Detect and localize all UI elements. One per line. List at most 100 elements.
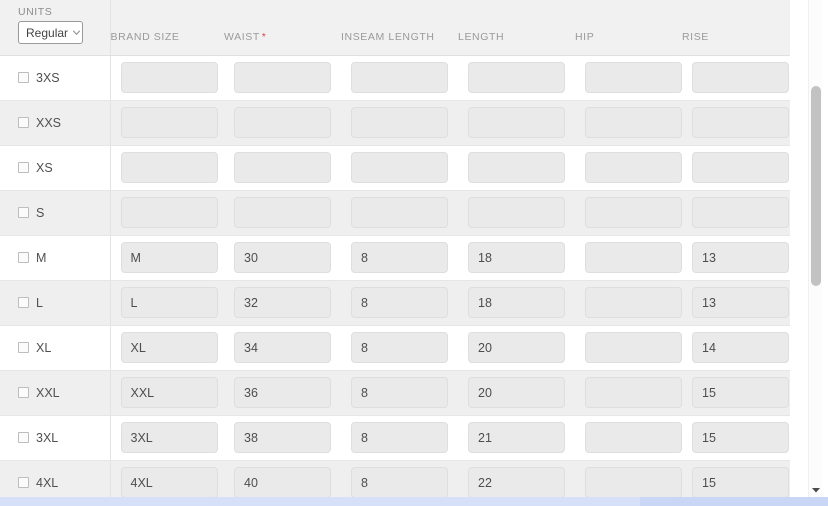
inseam-length-input[interactable] <box>351 197 448 228</box>
cell-hip <box>575 145 682 191</box>
brand-size-input[interactable]: XXL <box>120 377 218 408</box>
units-select[interactable]: Regular <box>18 21 83 44</box>
waist-input[interactable] <box>234 107 331 138</box>
length-input[interactable]: 21 <box>468 422 565 453</box>
cell-rise <box>682 145 790 191</box>
cell-waist: 38 <box>224 415 341 461</box>
cell-rise: 15 <box>682 460 790 497</box>
cell-rise: 13 <box>682 235 790 281</box>
length-input[interactable]: 22 <box>468 467 565 497</box>
cell-inseam-length <box>341 100 458 146</box>
waist-input[interactable] <box>234 197 331 228</box>
cell-length: 22 <box>458 460 575 497</box>
brand-size-input[interactable] <box>120 107 218 138</box>
rise-input[interactable]: 13 <box>692 242 789 273</box>
cell-rise <box>682 100 790 146</box>
row-checkbox[interactable] <box>18 342 29 353</box>
rise-input[interactable] <box>692 152 789 183</box>
caret-down-icon[interactable] <box>811 485 821 495</box>
row-checkbox[interactable] <box>18 252 29 263</box>
vertical-scrollbar[interactable] <box>808 0 822 497</box>
row-checkbox[interactable] <box>18 117 29 128</box>
required-marker: * <box>261 31 266 43</box>
length-input[interactable] <box>468 107 565 138</box>
cell-waist: 40 <box>224 460 341 497</box>
waist-input[interactable]: 30 <box>234 242 331 273</box>
hip-input[interactable] <box>585 332 682 363</box>
hip-input[interactable] <box>585 467 682 497</box>
rise-input[interactable]: 15 <box>692 422 789 453</box>
hip-input[interactable] <box>585 152 682 183</box>
cell-inseam-length: 8 <box>341 325 458 371</box>
brand-size-input[interactable] <box>120 197 218 228</box>
row-checkbox[interactable] <box>18 477 29 488</box>
length-input[interactable] <box>468 197 565 228</box>
column-header-hip: HIP <box>575 0 682 56</box>
brand-size-input[interactable]: L <box>120 287 218 318</box>
row-checkbox[interactable] <box>18 297 29 308</box>
hip-input[interactable] <box>585 242 682 273</box>
brand-size-input[interactable]: 3XL <box>120 422 218 453</box>
row-checkbox[interactable] <box>18 162 29 173</box>
inseam-length-input[interactable]: 8 <box>351 422 448 453</box>
inseam-length-input[interactable] <box>351 107 448 138</box>
brand-size-input[interactable]: 4XL <box>120 467 218 497</box>
inseam-length-input[interactable]: 8 <box>351 287 448 318</box>
column-header-rise: RISE <box>682 0 790 56</box>
horizontal-scrollbar[interactable] <box>0 497 828 506</box>
hip-input[interactable] <box>585 287 682 318</box>
length-input[interactable]: 18 <box>468 242 565 273</box>
rise-input[interactable]: 13 <box>692 287 789 318</box>
length-input[interactable]: 20 <box>468 332 565 363</box>
table-row: XL XL 34 8 20 14 <box>0 325 790 371</box>
rise-input[interactable] <box>692 107 789 138</box>
cell-hip <box>575 190 682 236</box>
size-cell: 3XL <box>0 415 111 461</box>
waist-input[interactable]: 34 <box>234 332 331 363</box>
rise-input[interactable]: 15 <box>692 377 789 408</box>
rise-input[interactable] <box>692 197 789 228</box>
brand-size-input[interactable] <box>120 62 218 93</box>
cell-rise <box>682 190 790 236</box>
size-label-wrap: XL <box>18 341 110 355</box>
waist-input[interactable] <box>234 62 331 93</box>
rise-input[interactable]: 15 <box>692 467 789 497</box>
brand-size-input[interactable]: XL <box>120 332 218 363</box>
inseam-length-input[interactable] <box>351 62 448 93</box>
waist-input[interactable]: 40 <box>234 467 331 497</box>
hip-input[interactable] <box>585 422 682 453</box>
waist-input[interactable]: 38 <box>234 422 331 453</box>
cell-brand-size: 3XL <box>110 415 224 461</box>
waist-input[interactable] <box>234 152 331 183</box>
table-row: 3XL 3XL 38 8 21 15 <box>0 415 790 461</box>
hip-input[interactable] <box>585 62 682 93</box>
rise-input[interactable] <box>692 62 789 93</box>
rise-input[interactable]: 14 <box>692 332 789 363</box>
hip-input[interactable] <box>585 107 682 138</box>
hip-input[interactable] <box>585 377 682 408</box>
inseam-length-input[interactable]: 8 <box>351 332 448 363</box>
size-table: UNITS Regular BRAND SIZE WAIST * <box>0 0 790 497</box>
waist-input[interactable]: 36 <box>234 377 331 408</box>
row-checkbox[interactable] <box>18 207 29 218</box>
hip-input[interactable] <box>585 197 682 228</box>
inseam-length-input[interactable] <box>351 152 448 183</box>
inseam-length-input[interactable]: 8 <box>351 377 448 408</box>
inseam-length-input[interactable]: 8 <box>351 242 448 273</box>
vertical-scrollbar-thumb[interactable] <box>811 86 821 286</box>
inseam-length-input[interactable]: 8 <box>351 467 448 497</box>
row-checkbox[interactable] <box>18 432 29 443</box>
length-input[interactable] <box>468 62 565 93</box>
cell-brand-size <box>110 190 224 236</box>
waist-input[interactable]: 32 <box>234 287 331 318</box>
length-input[interactable]: 18 <box>468 287 565 318</box>
row-checkbox[interactable] <box>18 387 29 398</box>
brand-size-input[interactable]: M <box>120 242 218 273</box>
size-table-viewport[interactable]: UNITS Regular BRAND SIZE WAIST * <box>0 0 790 497</box>
length-input[interactable]: 20 <box>468 377 565 408</box>
length-input[interactable] <box>468 152 565 183</box>
brand-size-input[interactable] <box>120 152 218 183</box>
size-label-wrap: 4XL <box>18 476 110 490</box>
row-checkbox[interactable] <box>18 72 29 83</box>
horizontal-scrollbar-thumb[interactable] <box>0 497 640 506</box>
